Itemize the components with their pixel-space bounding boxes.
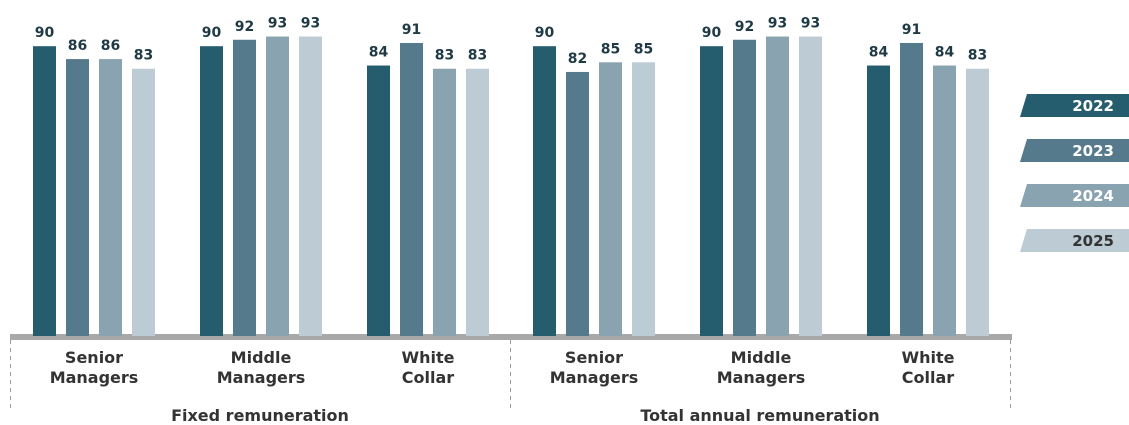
category-label: Middle Managers bbox=[216, 348, 306, 387]
bar bbox=[900, 42, 923, 336]
bar bbox=[466, 68, 489, 337]
bar bbox=[299, 36, 322, 336]
bar bbox=[233, 39, 256, 336]
bar bbox=[766, 36, 789, 336]
bar bbox=[433, 68, 456, 337]
value-label: 83 bbox=[134, 48, 153, 64]
bar bbox=[733, 39, 756, 336]
value-label: 84 bbox=[869, 45, 889, 61]
value-label: 91 bbox=[902, 22, 921, 38]
value-label: 83 bbox=[468, 48, 487, 64]
value-label: 86 bbox=[101, 38, 120, 54]
bar bbox=[33, 46, 56, 336]
bar bbox=[700, 46, 723, 336]
legend-swatch bbox=[1020, 94, 1129, 117]
value-label: 90 bbox=[535, 25, 555, 41]
value-label: 93 bbox=[268, 16, 287, 32]
bar bbox=[200, 46, 223, 336]
value-label: 84 bbox=[935, 45, 955, 61]
legend-swatch bbox=[1020, 229, 1129, 252]
category-label: White Collar bbox=[901, 348, 955, 387]
category-label: Senior Managers bbox=[49, 348, 139, 387]
value-label: 91 bbox=[402, 22, 421, 38]
value-label: 83 bbox=[435, 48, 454, 64]
bar bbox=[266, 36, 289, 336]
bar bbox=[400, 42, 423, 336]
value-label: 92 bbox=[735, 19, 754, 35]
bar bbox=[799, 36, 822, 336]
bar bbox=[367, 65, 390, 337]
value-label: 84 bbox=[369, 45, 389, 61]
baseline bbox=[10, 334, 1012, 340]
legend-swatch bbox=[1020, 184, 1129, 207]
value-label: 83 bbox=[968, 48, 987, 64]
value-label: 85 bbox=[601, 41, 620, 57]
bar bbox=[867, 65, 890, 337]
legend-label: 2023 bbox=[1072, 142, 1114, 160]
value-label: 85 bbox=[634, 41, 653, 57]
value-label: 86 bbox=[68, 38, 87, 54]
bar bbox=[599, 62, 622, 337]
category-label: Senior Managers bbox=[549, 348, 639, 387]
bar bbox=[132, 68, 155, 337]
bar bbox=[933, 65, 956, 337]
bar bbox=[99, 59, 122, 337]
category-label: White Collar bbox=[401, 348, 455, 387]
bar bbox=[632, 62, 655, 337]
legend-label: 2022 bbox=[1072, 97, 1114, 115]
value-label: 90 bbox=[202, 25, 222, 41]
group-label: Fixed remuneration bbox=[171, 406, 349, 425]
value-label: 92 bbox=[235, 19, 254, 35]
value-label: 90 bbox=[702, 25, 722, 41]
value-label: 93 bbox=[768, 16, 787, 32]
group-label: Total annual remuneration bbox=[640, 406, 880, 425]
bar bbox=[966, 68, 989, 337]
bar bbox=[533, 46, 556, 336]
value-label: 82 bbox=[568, 51, 587, 67]
legend-swatch bbox=[1020, 139, 1129, 162]
legend-label: 2025 bbox=[1072, 232, 1114, 250]
value-label: 90 bbox=[35, 25, 55, 41]
bar bbox=[566, 71, 589, 337]
value-label: 93 bbox=[801, 16, 820, 32]
value-label: 93 bbox=[301, 16, 320, 32]
bar bbox=[66, 59, 89, 337]
category-label: Middle Managers bbox=[716, 348, 806, 387]
legend-label: 2024 bbox=[1072, 187, 1114, 205]
